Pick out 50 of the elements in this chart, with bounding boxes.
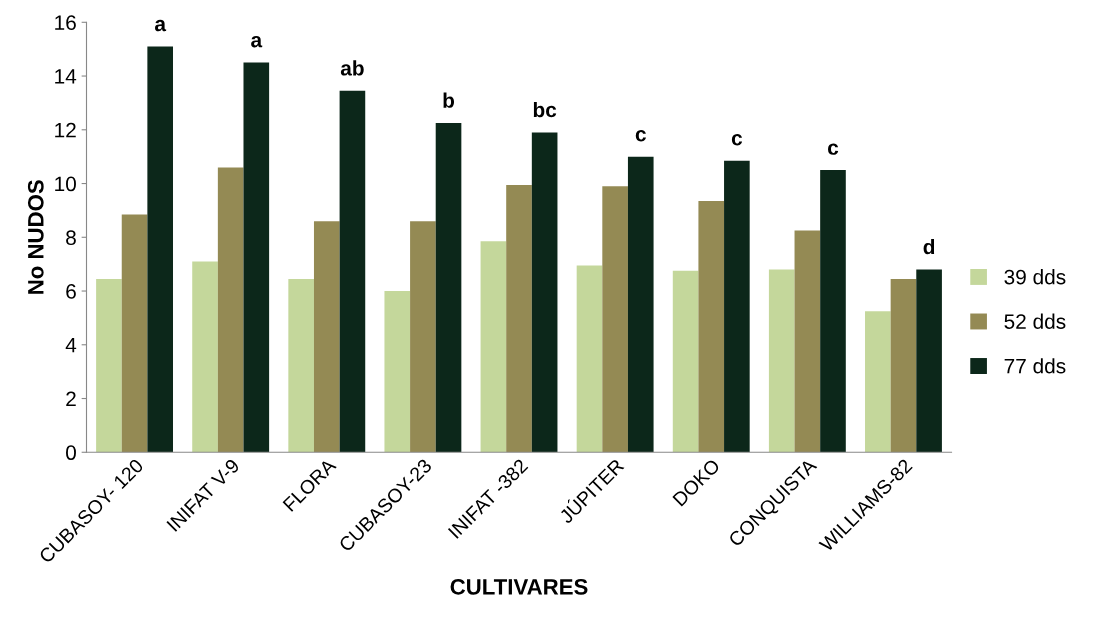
bar	[410, 221, 436, 453]
annotation: c	[828, 143, 839, 155]
bar	[121, 214, 148, 453]
bar	[890, 278, 917, 453]
bar	[217, 167, 244, 453]
bar	[794, 230, 821, 453]
annotation: a	[155, 19, 167, 32]
y-tick-label: 10	[55, 176, 76, 192]
bar	[96, 278, 122, 453]
bar	[480, 241, 507, 453]
bar	[576, 265, 603, 453]
annotation: bc	[533, 101, 557, 118]
x-axis-title: CULTIVARES	[450, 578, 588, 595]
bar	[506, 184, 532, 453]
annotation: d	[923, 239, 935, 255]
bar	[384, 291, 411, 453]
bar	[672, 270, 699, 453]
bar	[435, 123, 462, 453]
y-tick-label: 16	[55, 15, 76, 31]
legend-label: 52 dds	[1004, 313, 1066, 329]
y-tick-label: 14	[55, 69, 77, 84]
annotation: c	[635, 130, 646, 142]
annotation: a	[251, 35, 263, 48]
y-tick-label: 2	[66, 391, 76, 407]
bar	[865, 311, 891, 453]
y-tick-label: 12	[55, 122, 76, 138]
bar	[768, 269, 795, 453]
bar	[243, 62, 270, 453]
legend-label: 77 dds	[1004, 358, 1066, 374]
y-axis-title: No NUDOS	[27, 180, 44, 294]
y-tick-label: 4	[65, 337, 77, 353]
bar	[147, 46, 173, 453]
bar	[313, 221, 340, 453]
y-tick-label: 0	[66, 445, 76, 461]
bar	[288, 278, 314, 453]
bar	[531, 132, 558, 453]
bar	[820, 170, 846, 453]
bar	[339, 90, 366, 453]
annotation: c	[731, 134, 743, 146]
bar	[627, 156, 654, 453]
y-tick-label: 8	[66, 230, 76, 246]
bar	[916, 269, 942, 453]
bar	[698, 201, 725, 453]
annotation: ab	[340, 60, 364, 76]
bar	[602, 186, 628, 453]
bar	[192, 261, 218, 453]
y-tick-label: 6	[66, 284, 76, 299]
bar	[724, 160, 750, 453]
annotation: b	[443, 92, 455, 108]
legend-label: 39 dds	[1004, 269, 1066, 285]
